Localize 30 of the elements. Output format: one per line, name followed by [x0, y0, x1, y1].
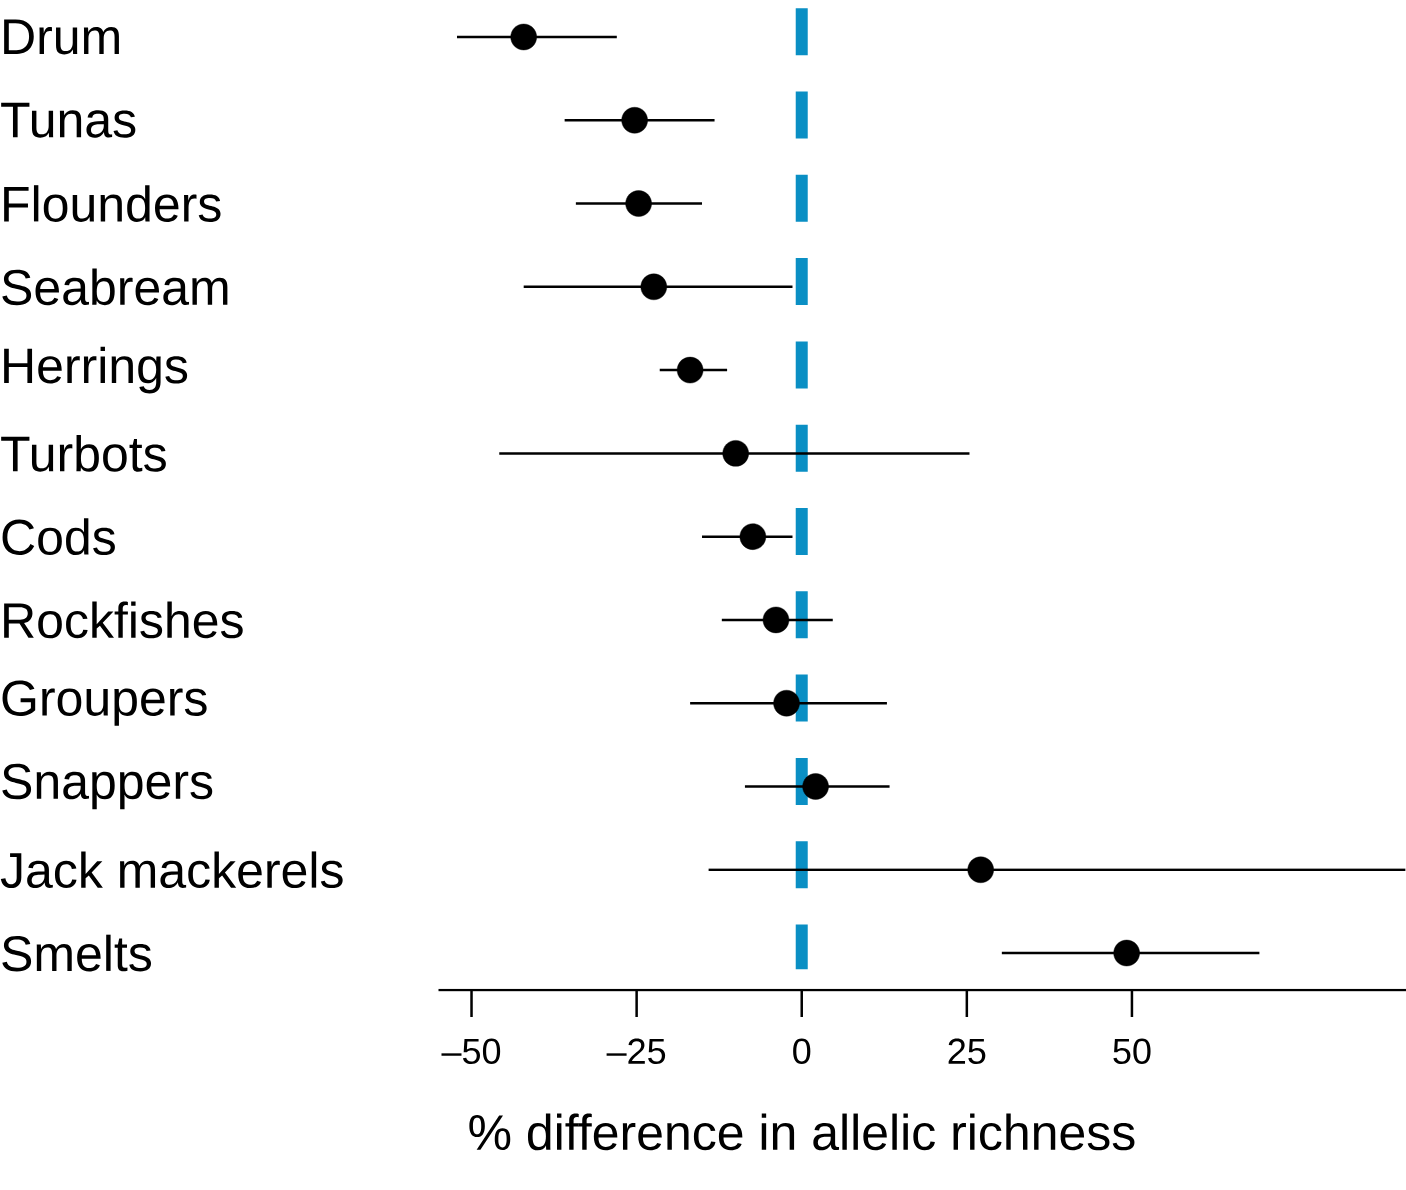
point: [773, 690, 800, 717]
y-tick-label: Smelts: [2, 934, 152, 972]
point: [1113, 939, 1140, 967]
point: [510, 23, 537, 51]
point: [621, 107, 648, 134]
x-tick-label: 50: [1113, 1038, 1151, 1065]
y-tick-label: Drum: [4, 19, 119, 55]
point: [967, 856, 994, 883]
x-tick-label: –50: [441, 1038, 501, 1065]
y-tick-label: Seabream: [2, 268, 228, 306]
y-tick-label: Herrings: [4, 346, 188, 394]
point: [762, 606, 790, 634]
y-tick-label: Rockfishes: [4, 601, 243, 639]
y-tick-label: Groupers: [2, 680, 207, 726]
point: [802, 773, 829, 800]
point: [722, 440, 749, 467]
y-tick-label: Flounders: [4, 185, 221, 222]
y-tick-label: Jack mackerels: [0, 851, 343, 889]
y-tick-label: Cods: [2, 518, 115, 556]
x-tick-label: 25: [948, 1038, 986, 1065]
point: [625, 190, 652, 217]
point: [739, 523, 767, 550]
point: [640, 273, 667, 301]
point: [676, 356, 704, 384]
x-tick-label: –25: [606, 1038, 666, 1065]
x-axis-title: % difference in allelic richness: [469, 1113, 1135, 1151]
x-tick-label: 0: [793, 1038, 811, 1065]
y-tick-label: Tunas: [1, 102, 136, 138]
y-tick-label: Turbots: [1, 435, 166, 472]
y-tick-label: Snappers: [2, 763, 213, 810]
